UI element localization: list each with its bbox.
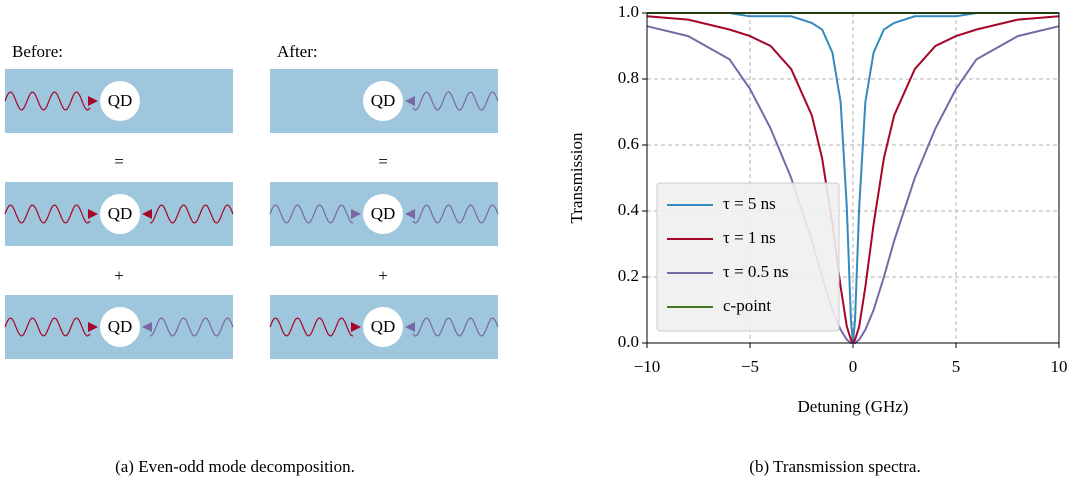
caption: (b) Transmission spectra. bbox=[749, 457, 920, 476]
x-tick-label: 10 bbox=[1051, 357, 1068, 376]
arrow-head bbox=[351, 209, 361, 219]
y-tick-label: 0.4 bbox=[618, 200, 640, 219]
x-tick-label: 5 bbox=[952, 357, 961, 376]
quantum-dot bbox=[363, 81, 403, 121]
arrow-head bbox=[405, 96, 415, 106]
quantum-dot bbox=[363, 307, 403, 347]
plus-sign: + bbox=[114, 266, 124, 285]
legend-label: τ = 5 ns bbox=[723, 194, 776, 213]
plus-sign: + bbox=[378, 266, 388, 285]
wave bbox=[149, 317, 234, 337]
arrow-head bbox=[142, 322, 152, 332]
arrow-head bbox=[88, 96, 98, 106]
y-axis-label: Transmission bbox=[567, 132, 586, 224]
y-tick-label: 1.0 bbox=[618, 2, 639, 21]
x-axis-label: Detuning (GHz) bbox=[798, 397, 909, 416]
arrow-head bbox=[88, 209, 98, 219]
arrow-head bbox=[142, 209, 152, 219]
wave bbox=[269, 204, 354, 224]
legend-box bbox=[656, 182, 840, 332]
wave bbox=[149, 204, 234, 224]
quantum-dot bbox=[363, 194, 403, 234]
y-tick-label: 0.2 bbox=[618, 266, 639, 285]
arrow-head bbox=[405, 209, 415, 219]
quantum-dot bbox=[100, 194, 140, 234]
qd-label: QD bbox=[371, 91, 396, 110]
quantum-dot bbox=[100, 81, 140, 121]
plot-frame bbox=[646, 12, 1060, 344]
before-label: Before: bbox=[12, 42, 63, 61]
qd-label: QD bbox=[108, 91, 133, 110]
wave bbox=[4, 204, 91, 224]
x-tick-label: −10 bbox=[634, 357, 661, 376]
wave bbox=[269, 317, 354, 337]
qd-label: QD bbox=[371, 317, 396, 336]
qd-label: QD bbox=[371, 204, 396, 223]
caption: (a) Even-odd mode decomposition. bbox=[115, 457, 355, 476]
x-tick-label: 0 bbox=[849, 357, 858, 376]
arrow-head bbox=[88, 322, 98, 332]
equals-sign: = bbox=[378, 152, 388, 171]
y-tick-label: 0.6 bbox=[618, 134, 639, 153]
arrow-head bbox=[351, 322, 361, 332]
wave bbox=[4, 317, 91, 337]
legend-label: τ = 0.5 ns bbox=[723, 262, 789, 281]
legend-label: c-point bbox=[723, 296, 771, 315]
legend-label: τ = 1 ns bbox=[723, 228, 776, 247]
after-label: After: bbox=[277, 42, 318, 61]
x-tick-label: −5 bbox=[741, 357, 759, 376]
arrow-head bbox=[405, 322, 415, 332]
y-tick-label: 0.0 bbox=[618, 332, 639, 351]
wave bbox=[4, 91, 91, 111]
wave bbox=[412, 204, 499, 224]
equals-sign: = bbox=[114, 152, 124, 171]
qd-label: QD bbox=[108, 317, 133, 336]
wave bbox=[412, 317, 499, 337]
wave bbox=[412, 91, 499, 111]
qd-label: QD bbox=[108, 204, 133, 223]
quantum-dot bbox=[100, 307, 140, 347]
y-tick-label: 0.8 bbox=[618, 68, 639, 87]
